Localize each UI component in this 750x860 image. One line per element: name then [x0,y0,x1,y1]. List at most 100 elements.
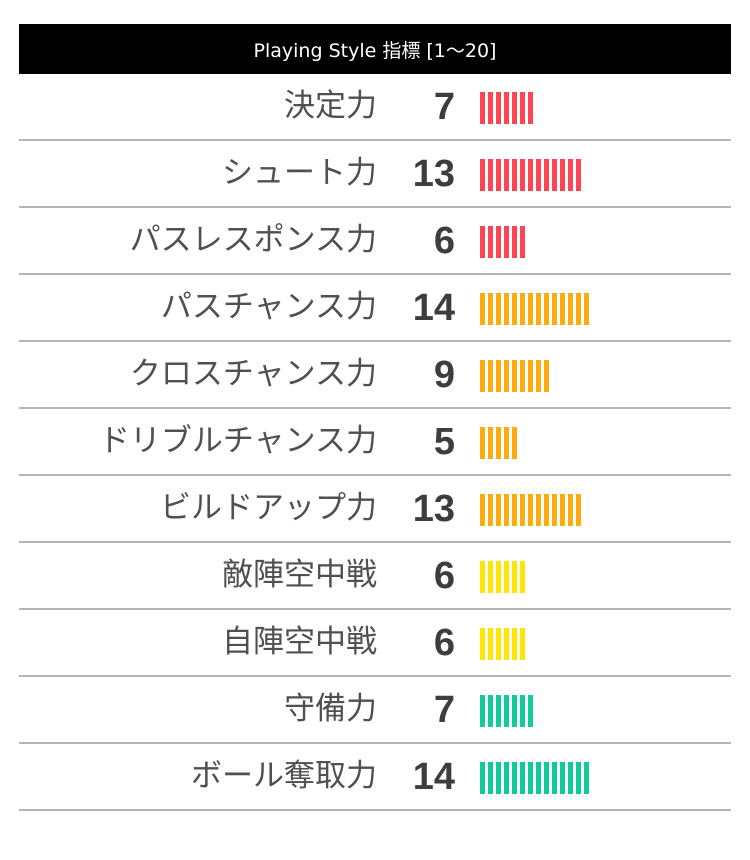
stat-bar-segment [512,494,517,526]
stat-value: 6 [433,220,455,262]
stat-bar-segment [488,762,493,794]
stat-bar-segment [512,159,517,191]
stat-bar-segment [512,293,517,325]
stat-bar-segment [488,695,493,727]
stat-row: パスチャンス力 14 [19,275,731,342]
stat-row: シュート力 13 [19,141,731,208]
stat-row: 決定力 7 [19,74,731,141]
stat-bar-segment [496,628,501,660]
stat-bar-segment [536,494,541,526]
stat-bar-segment [528,159,533,191]
stat-bar-segment [496,159,501,191]
stat-bar-segment [480,226,485,258]
stat-bar [480,226,528,258]
stat-bar-segment [512,360,517,392]
stat-bar-segment [520,293,525,325]
stat-bar-segment [496,226,501,258]
stat-bar-segment [552,159,557,191]
stat-label: 自陣空中戦 [222,624,377,660]
stat-bar-segment [576,762,581,794]
stat-bar [480,695,536,727]
stat-bar-segment [584,762,589,794]
stat-bar-segment [496,92,501,124]
stat-bar-segment [544,762,549,794]
stat-bar-segment [504,762,509,794]
stat-bar-segment [520,226,525,258]
stat-row: ビルドアップ力 13 [19,476,731,543]
stat-bar-segment [512,628,517,660]
stat-bar-segment [568,494,573,526]
stat-value: 6 [433,622,455,664]
stat-bar-segment [528,695,533,727]
stat-bar-segment [576,293,581,325]
stat-bar-segment [528,360,533,392]
stat-bar-segment [520,360,525,392]
stat-bar-segment [504,561,509,593]
stat-value: 7 [433,689,455,731]
stat-bar-segment [496,427,501,459]
stat-bar-segment [496,762,501,794]
stat-bar [480,427,520,459]
stat-bar-segment [480,293,485,325]
stat-bar-segment [496,293,501,325]
stat-rows: 決定力 7 シュート力 13 パスレスポンス力 6 パスチャンス力 14 クロスチャンス力 9 ドリ… [19,74,731,811]
stat-bar-segment [568,293,573,325]
stat-bar-segment [480,561,485,593]
stat-label: シュート力 [222,155,377,191]
stat-bar-segment [480,427,485,459]
stat-bar-segment [560,762,565,794]
stat-bar [480,561,528,593]
stat-label: ビルドアップ力 [160,490,377,526]
stat-bar-segment [504,494,509,526]
stat-row: 守備力 7 [19,677,731,744]
stat-bar [480,628,528,660]
stat-bar-segment [488,628,493,660]
stat-bar-segment [488,92,493,124]
stat-value: 6 [433,555,455,597]
chart-title: Playing Style 指標 [1〜20] [19,24,731,74]
stat-bar [480,92,536,124]
stat-bar-segment [512,762,517,794]
stat-bar-segment [544,360,549,392]
stat-bar-segment [552,762,557,794]
stat-bar-segment [480,628,485,660]
stat-bar-segment [504,159,509,191]
stat-bar-segment [504,226,509,258]
stat-bar-segment [480,159,485,191]
stat-bar-segment [488,293,493,325]
stat-value: 14 [412,287,455,329]
stat-row: 自陣空中戦 6 [19,610,731,677]
stat-row: クロスチャンス力 9 [19,342,731,409]
stat-bar-segment [504,92,509,124]
stat-bar-segment [512,226,517,258]
stat-row: ドリブルチャンス力 5 [19,409,731,476]
stat-bar-segment [488,427,493,459]
stat-bar-segment [536,762,541,794]
stat-bar-segment [480,360,485,392]
stat-bar-segment [520,159,525,191]
stat-bar-segment [568,159,573,191]
stat-label: 決定力 [284,88,377,124]
stat-bar-segment [504,695,509,727]
stat-bar-segment [584,293,589,325]
stat-label: ボール奪取力 [191,758,377,794]
stat-bar-segment [520,628,525,660]
stat-bar-segment [488,494,493,526]
stat-bar [480,494,584,526]
stat-bar-segment [504,293,509,325]
stat-bar-segment [488,159,493,191]
stat-bar-segment [560,494,565,526]
stat-value: 5 [433,421,455,463]
stat-value: 14 [412,756,455,798]
stat-bar-segment [520,494,525,526]
stat-bar-segment [496,561,501,593]
stat-label: 守備力 [284,691,377,727]
stat-value: 9 [433,354,455,396]
stat-bar-segment [520,695,525,727]
stat-bar-segment [488,360,493,392]
stat-bar-segment [576,159,581,191]
stat-bar-segment [528,762,533,794]
stat-bar-segment [560,293,565,325]
stat-bar-segment [544,159,549,191]
stat-bar [480,159,584,191]
